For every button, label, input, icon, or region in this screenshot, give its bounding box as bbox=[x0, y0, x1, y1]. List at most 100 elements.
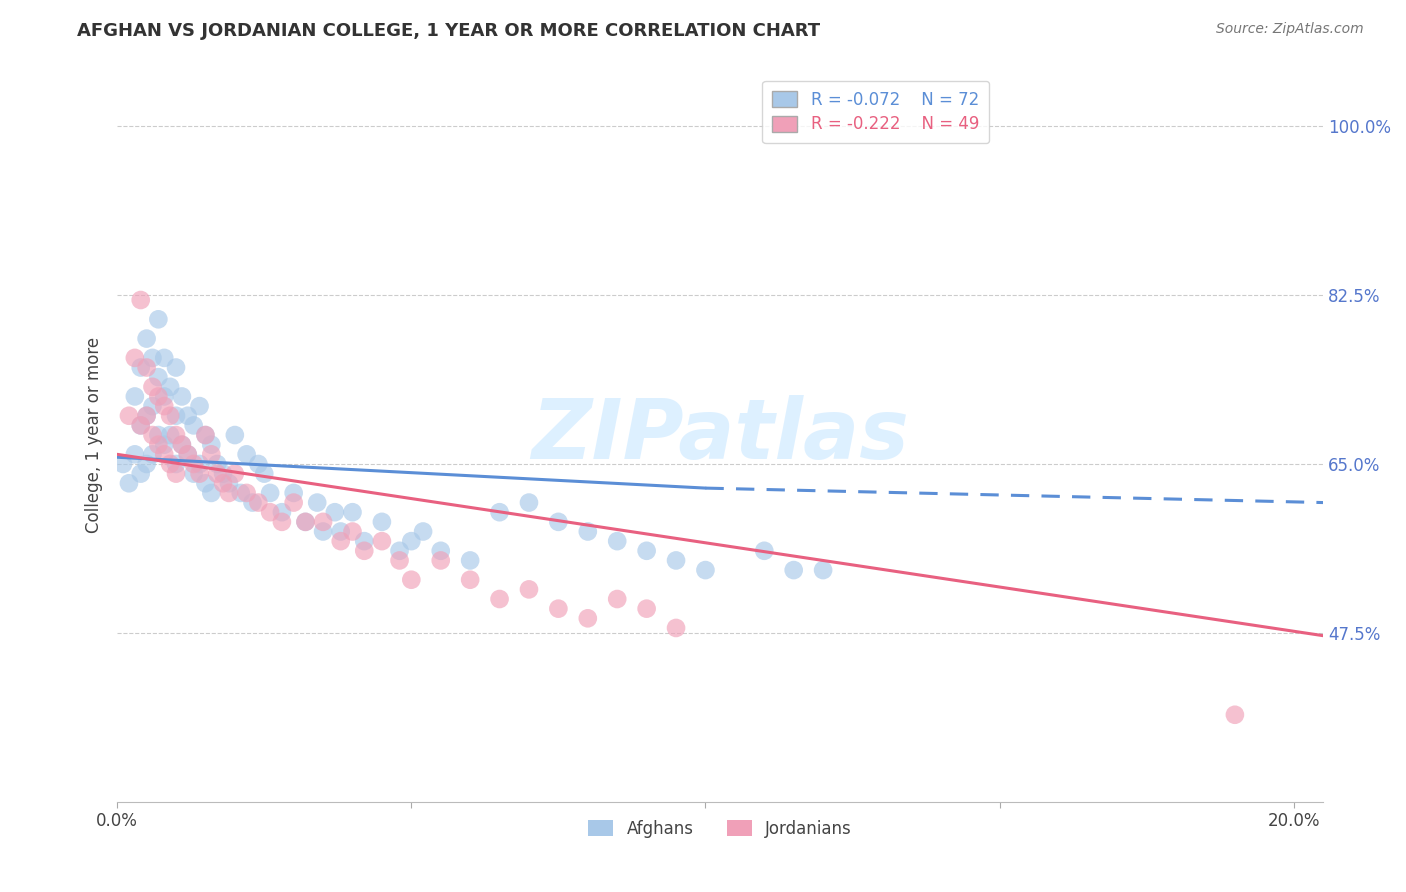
Point bbox=[329, 524, 352, 539]
Point bbox=[141, 351, 163, 365]
Point bbox=[754, 543, 776, 558]
Point bbox=[636, 601, 658, 615]
Point bbox=[188, 399, 211, 413]
Y-axis label: College, 1 year or more: College, 1 year or more bbox=[86, 337, 103, 533]
Point bbox=[205, 467, 228, 481]
Point bbox=[124, 389, 146, 403]
Point bbox=[212, 467, 235, 481]
Point bbox=[183, 418, 205, 433]
Point bbox=[124, 447, 146, 461]
Point bbox=[153, 447, 176, 461]
Point bbox=[259, 486, 281, 500]
Point bbox=[153, 399, 176, 413]
Point bbox=[412, 524, 434, 539]
Point bbox=[148, 428, 170, 442]
Point bbox=[148, 438, 170, 452]
Point bbox=[141, 399, 163, 413]
Point bbox=[200, 447, 222, 461]
Point bbox=[783, 563, 806, 577]
Point bbox=[218, 486, 240, 500]
Point bbox=[253, 467, 276, 481]
Point bbox=[159, 380, 181, 394]
Point bbox=[247, 495, 270, 509]
Point bbox=[353, 543, 375, 558]
Point bbox=[665, 553, 688, 567]
Point bbox=[388, 543, 411, 558]
Point bbox=[188, 467, 211, 481]
Point bbox=[271, 515, 294, 529]
Point bbox=[247, 457, 270, 471]
Point bbox=[183, 457, 205, 471]
Text: ZIPatlas: ZIPatlas bbox=[531, 394, 910, 475]
Point bbox=[371, 534, 394, 549]
Point bbox=[224, 467, 246, 481]
Point bbox=[200, 486, 222, 500]
Point bbox=[170, 389, 193, 403]
Point bbox=[312, 515, 335, 529]
Point bbox=[159, 457, 181, 471]
Point bbox=[371, 515, 394, 529]
Point bbox=[135, 409, 157, 423]
Point bbox=[429, 553, 451, 567]
Point bbox=[183, 467, 205, 481]
Point bbox=[194, 428, 217, 442]
Point bbox=[271, 505, 294, 519]
Point bbox=[200, 438, 222, 452]
Point bbox=[517, 495, 540, 509]
Point bbox=[177, 409, 200, 423]
Point bbox=[401, 573, 423, 587]
Point bbox=[242, 495, 264, 509]
Point bbox=[259, 505, 281, 519]
Point bbox=[141, 447, 163, 461]
Point bbox=[194, 476, 217, 491]
Point bbox=[148, 312, 170, 326]
Point bbox=[665, 621, 688, 635]
Point bbox=[429, 543, 451, 558]
Point bbox=[342, 524, 364, 539]
Point bbox=[148, 389, 170, 403]
Point bbox=[112, 457, 135, 471]
Point bbox=[1223, 707, 1246, 722]
Point bbox=[294, 515, 316, 529]
Point bbox=[205, 457, 228, 471]
Text: AFGHAN VS JORDANIAN COLLEGE, 1 YEAR OR MORE CORRELATION CHART: AFGHAN VS JORDANIAN COLLEGE, 1 YEAR OR M… bbox=[77, 22, 821, 40]
Point bbox=[283, 486, 305, 500]
Point bbox=[342, 505, 364, 519]
Point bbox=[177, 447, 200, 461]
Point bbox=[606, 534, 628, 549]
Point bbox=[135, 409, 157, 423]
Point bbox=[488, 505, 510, 519]
Point bbox=[141, 380, 163, 394]
Point bbox=[165, 467, 187, 481]
Point bbox=[811, 563, 834, 577]
Point bbox=[129, 418, 152, 433]
Point bbox=[212, 476, 235, 491]
Point bbox=[224, 428, 246, 442]
Text: Source: ZipAtlas.com: Source: ZipAtlas.com bbox=[1216, 22, 1364, 37]
Point bbox=[177, 447, 200, 461]
Point bbox=[135, 457, 157, 471]
Point bbox=[329, 534, 352, 549]
Point bbox=[159, 409, 181, 423]
Point bbox=[458, 573, 481, 587]
Point bbox=[129, 293, 152, 307]
Point bbox=[124, 351, 146, 365]
Point bbox=[695, 563, 717, 577]
Point bbox=[129, 418, 152, 433]
Point bbox=[135, 360, 157, 375]
Point bbox=[165, 409, 187, 423]
Point bbox=[129, 360, 152, 375]
Point bbox=[148, 370, 170, 384]
Point bbox=[517, 582, 540, 597]
Point bbox=[153, 351, 176, 365]
Point bbox=[165, 360, 187, 375]
Point bbox=[159, 428, 181, 442]
Point bbox=[307, 495, 329, 509]
Point bbox=[636, 543, 658, 558]
Point bbox=[283, 495, 305, 509]
Point bbox=[188, 457, 211, 471]
Point bbox=[218, 476, 240, 491]
Point bbox=[547, 515, 569, 529]
Point bbox=[118, 409, 141, 423]
Point bbox=[118, 476, 141, 491]
